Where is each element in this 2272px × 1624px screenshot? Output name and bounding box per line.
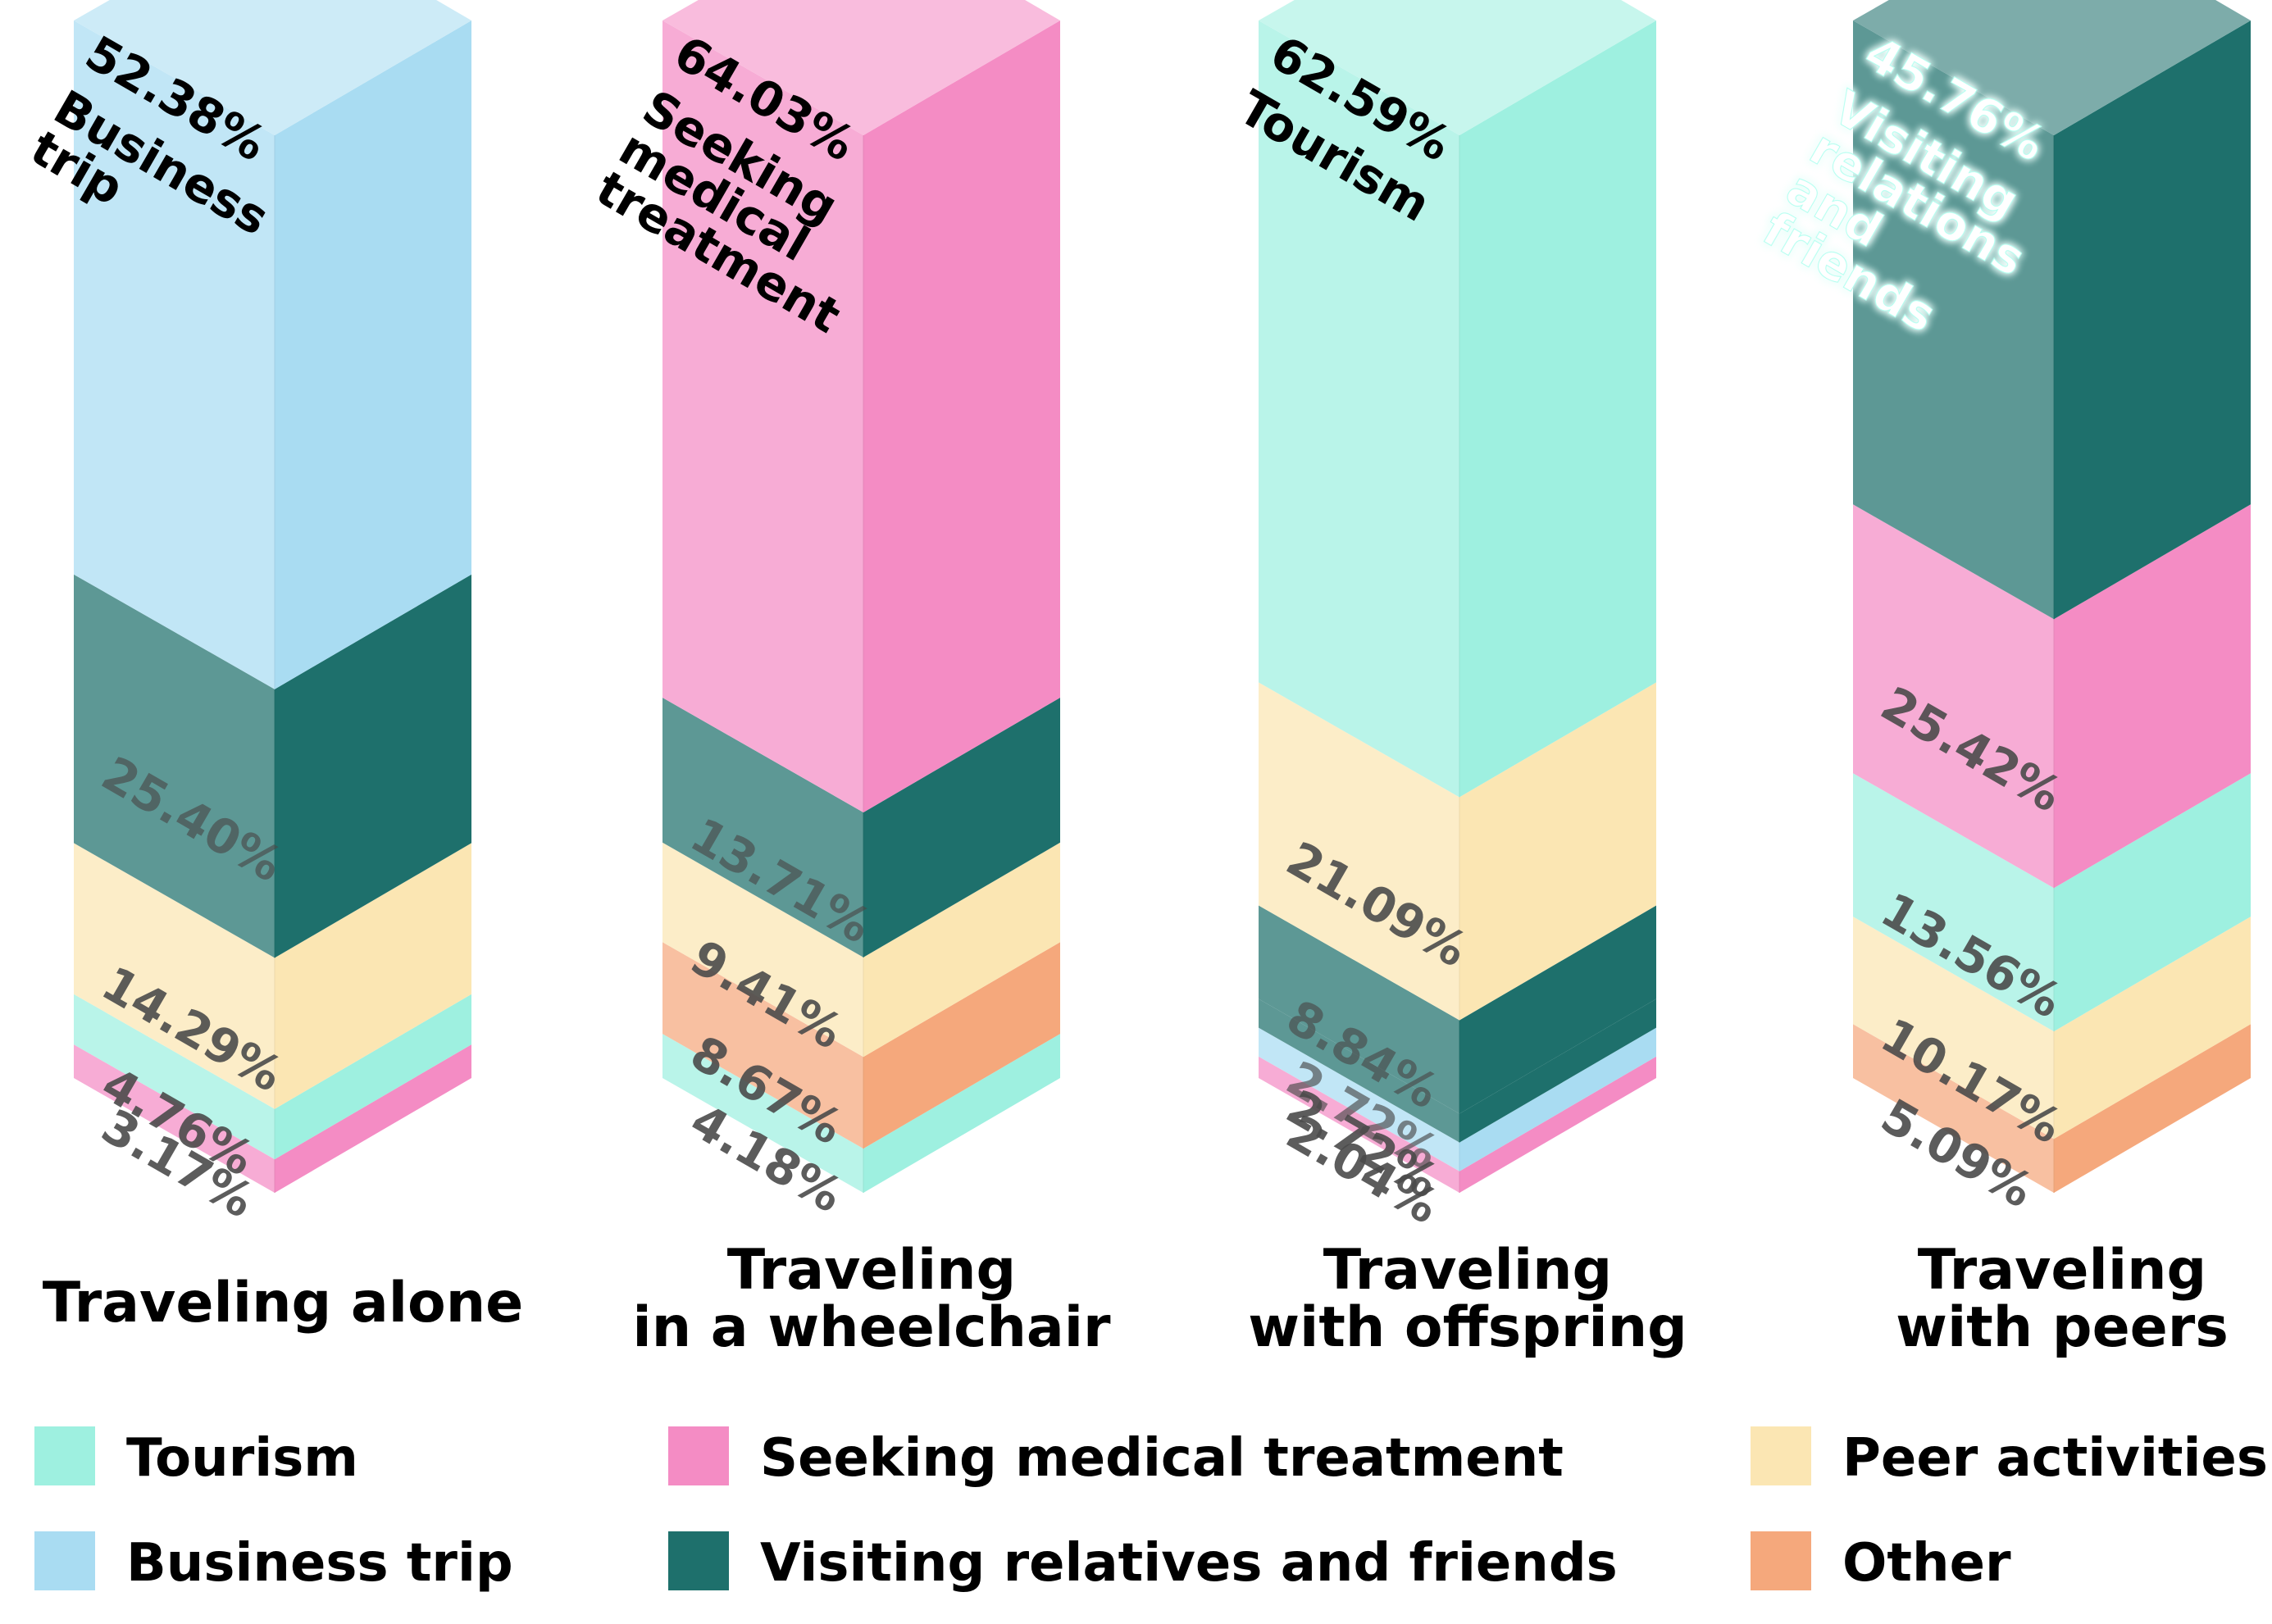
- bar-segment-visiting-relatives-and-friends: [74, 574, 471, 958]
- legend-item-peer-activities: Peer activities: [1751, 1426, 2268, 1489]
- legend-label: Visiting relatives and friends: [760, 1533, 1618, 1594]
- bar-segment-tourism: [1853, 773, 2251, 1032]
- bar-top-cap: [74, 0, 471, 135]
- column-2: [662, 0, 1060, 1193]
- bar-segment-tourism: [1259, 0, 1656, 798]
- legend-swatch: [668, 1531, 729, 1590]
- category-title-line: with offspring: [1248, 1295, 1687, 1360]
- bar-segment-visiting-relatives-and-friends: [1853, 0, 2251, 620]
- bar-segment-business-trip: [1259, 1027, 1656, 1171]
- bar-segment-peer-activities: [1259, 682, 1656, 1021]
- bar-segment-peer-activities: [662, 842, 1060, 1058]
- legend-label: Seeking medical treatment: [760, 1428, 1564, 1489]
- bar-top-cap: [1259, 0, 1656, 135]
- category-title-1: Traveling alone: [43, 1271, 524, 1335]
- category-title-line: in a wheelchair: [632, 1295, 1111, 1360]
- bar-segment-peer-activities: [1853, 917, 2251, 1140]
- legend-item-other: Other: [1751, 1531, 2011, 1594]
- legend-swatch: [1751, 1426, 1811, 1485]
- legend-swatch: [34, 1531, 95, 1590]
- legend-swatch: [1751, 1531, 1811, 1590]
- legend-swatch: [668, 1426, 729, 1485]
- legend-label: Other: [1842, 1533, 2011, 1594]
- bar-segment-visiting-relatives-and-friends: [662, 698, 1060, 958]
- category-title-line: Traveling: [727, 1238, 1016, 1303]
- bar-segment-visiting-relatives-and-friends: [1259, 999, 1656, 1143]
- category-title-line: Traveling: [1918, 1238, 2206, 1303]
- category-title-line: Traveling: [1323, 1238, 1612, 1303]
- bar-top-cap: [1853, 0, 2251, 135]
- bar-segment-seeking-medical-treatment: [1259, 1056, 1656, 1193]
- bar-segment-seeking-medical-treatment: [1853, 504, 2251, 889]
- legend-item-business-trip: Business trip: [34, 1531, 513, 1594]
- legend-swatch: [34, 1426, 95, 1485]
- bar-segment-tourism: [662, 1034, 1060, 1193]
- bar-segment-other: [662, 942, 1060, 1149]
- legend: Tourism Business trip Seeking medical trea…: [34, 1426, 2268, 1594]
- column-1: [74, 0, 471, 1193]
- bar-top-cap: [662, 0, 1060, 135]
- bar-segment-peer-activities: [74, 843, 471, 1109]
- bar-segment-tourism: [74, 994, 471, 1160]
- bar-segment-other: [1853, 1024, 2251, 1193]
- column-3: [1259, 0, 1656, 1193]
- legend-label: Business trip: [126, 1533, 513, 1594]
- legend-item-tourism: Tourism: [34, 1426, 358, 1489]
- category-title-line: Traveling alone: [43, 1271, 524, 1335]
- bar-segment-seeking-medical-treatment: [74, 1044, 471, 1193]
- legend-item-seeking-medical-treatment: Seeking medical treatment: [668, 1426, 1564, 1489]
- bar-segment-business-trip: [74, 0, 471, 689]
- category-title-line: with peers: [1896, 1295, 2229, 1360]
- legend-label: Peer activities: [1842, 1428, 2268, 1489]
- column-4: [1853, 0, 2251, 1193]
- legend-label: Tourism: [126, 1428, 358, 1489]
- legend-item-visiting-relatives-and-friends: Visiting relatives and friends: [668, 1531, 1618, 1594]
- bar-segment-seeking-medical-treatment: [662, 0, 1060, 812]
- bar-segment-visiting-relatives-and-friends: [1259, 905, 1656, 1114]
